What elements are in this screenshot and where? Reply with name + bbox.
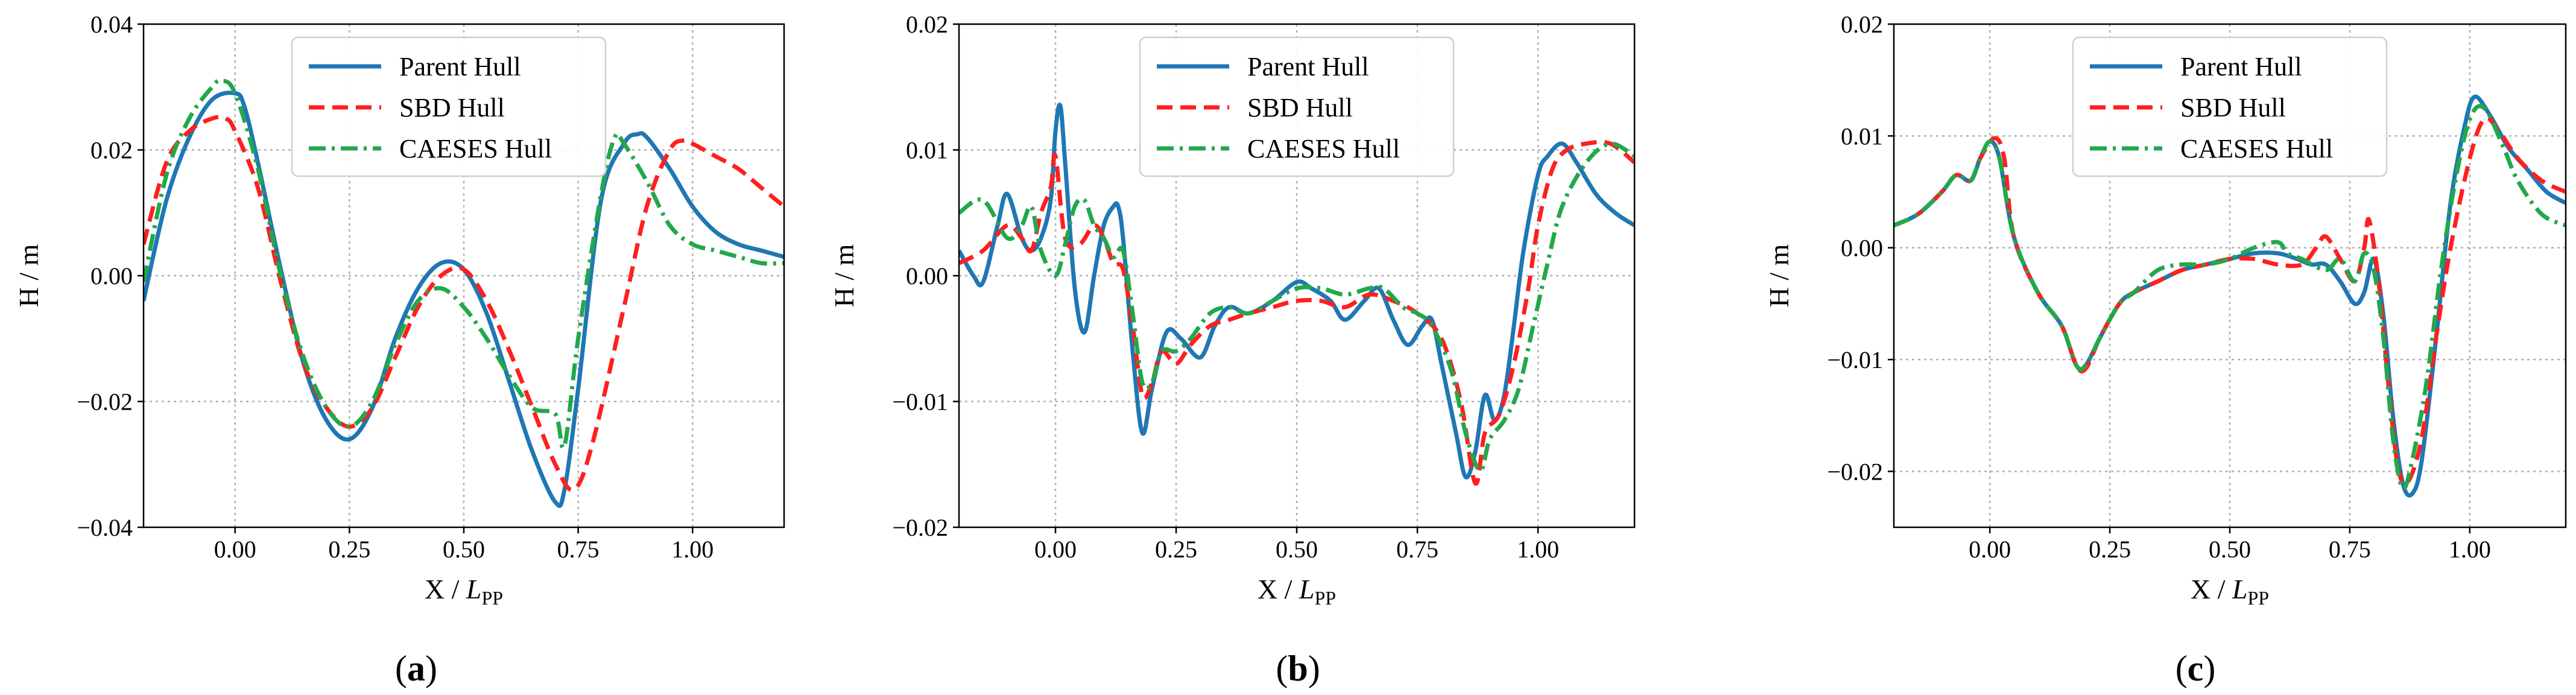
x-axis-label-b: X / LPP bbox=[1258, 574, 1336, 609]
caption-a: (a) bbox=[395, 649, 437, 688]
y-tick-label: −0.01 bbox=[892, 389, 948, 416]
y-tick-label: 0.00 bbox=[906, 262, 948, 290]
legend-label: CAESES Hull bbox=[399, 134, 552, 163]
y-tick-label: 0.00 bbox=[90, 262, 133, 290]
x-axis-label-a: X / LPP bbox=[425, 574, 503, 609]
x-tick-label: 0.00 bbox=[214, 536, 256, 563]
series-line-caeses-hull-a bbox=[144, 78, 784, 450]
x-tick-label: 0.50 bbox=[2209, 536, 2251, 563]
chart-panel-c: (c) 0.00 0.25 0.50 0.75 1.00 −0.02 −0.01 0.00 0.… bbox=[1764, 11, 2567, 688]
legend-label: SBD Hull bbox=[2180, 93, 2286, 122]
legend-box-c bbox=[2072, 36, 2388, 177]
x-axis-label-c: X / LPP bbox=[2191, 574, 2269, 609]
series-line-sbd-hull-c bbox=[1894, 116, 2566, 487]
series-line-sbd-hull-b bbox=[959, 139, 1635, 486]
y-tick-label: −0.01 bbox=[1827, 346, 1883, 373]
x-tick-label: 0.50 bbox=[1276, 536, 1318, 563]
y-tick-label: 0.02 bbox=[1841, 11, 1883, 38]
x-tick-label: 0.75 bbox=[557, 536, 600, 563]
legend-label: Parent Hull bbox=[2180, 52, 2302, 81]
y-axis-label-a: H / m bbox=[13, 244, 44, 307]
y-tick-label: 0.02 bbox=[906, 11, 948, 38]
y-axis-label-b: H / m bbox=[829, 244, 859, 307]
legend-box-a bbox=[291, 36, 607, 177]
x-tick-label: 0.75 bbox=[1396, 536, 1438, 563]
series-group-c bbox=[1894, 94, 2566, 498]
legend-label: CAESES Hull bbox=[2180, 134, 2333, 163]
series-line-caeses-hull-b bbox=[959, 141, 1635, 473]
legend-label: CAESES Hull bbox=[1247, 134, 1400, 163]
chart-panel-a: (a) 0.00 0.25 0.50 0.75 1.00 −0.04 −0.02 0.00 0.… bbox=[13, 11, 785, 688]
series-group-a bbox=[144, 78, 784, 509]
x-tick-label: 0.00 bbox=[1969, 536, 2011, 563]
y-tick-label: 0.02 bbox=[90, 137, 133, 164]
y-tick-label: 0.01 bbox=[1841, 122, 1883, 150]
legend-a: Parent Hull SBD Hull CAESES Hull bbox=[291, 36, 607, 177]
x-tick-label: 0.25 bbox=[2089, 536, 2131, 563]
legend-label: SBD Hull bbox=[399, 93, 505, 122]
legend-label: Parent Hull bbox=[1247, 52, 1369, 81]
caption-c: (c) bbox=[2176, 649, 2216, 688]
x-tick-label: 0.25 bbox=[328, 536, 370, 563]
y-tick-label: 0.04 bbox=[90, 11, 133, 38]
y-tick-label: −0.02 bbox=[892, 514, 948, 541]
x-tick-label: 0.75 bbox=[2329, 536, 2371, 563]
legend-label: SBD Hull bbox=[1247, 93, 1353, 122]
x-tick-label: 0.00 bbox=[1034, 536, 1077, 563]
series-line-sbd-hull-a bbox=[144, 115, 784, 492]
series-group-b bbox=[959, 103, 1635, 486]
y-axis-label-c: H / m bbox=[1764, 244, 1794, 307]
y-tick-label: 0.00 bbox=[1841, 235, 1883, 262]
x-tick-label: 0.25 bbox=[1155, 536, 1197, 563]
y-tick-label: −0.04 bbox=[77, 514, 133, 541]
legend-box-b bbox=[1139, 36, 1455, 177]
caption-b: (b) bbox=[1276, 649, 1320, 688]
x-tick-label: 1.00 bbox=[2449, 536, 2491, 563]
y-tick-label: −0.02 bbox=[1827, 458, 1883, 485]
chart-panel-b: (b) 0.00 0.25 0.50 0.75 1.00 −0.02 −0.01 0.00 0.… bbox=[829, 11, 1636, 688]
legend-c: Parent Hull SBD Hull CAESES Hull bbox=[2072, 36, 2388, 177]
x-tick-label: 0.50 bbox=[443, 536, 485, 563]
y-tick-label: 0.01 bbox=[906, 137, 948, 164]
x-tick-label: 1.00 bbox=[671, 536, 714, 563]
legend-label: Parent Hull bbox=[399, 52, 521, 81]
series-line-caeses-hull-c bbox=[1894, 104, 2566, 491]
x-tick-label: 1.00 bbox=[1517, 536, 1559, 563]
y-tick-label: −0.02 bbox=[77, 389, 133, 416]
legend-b: Parent Hull SBD Hull CAESES Hull bbox=[1139, 36, 1455, 177]
